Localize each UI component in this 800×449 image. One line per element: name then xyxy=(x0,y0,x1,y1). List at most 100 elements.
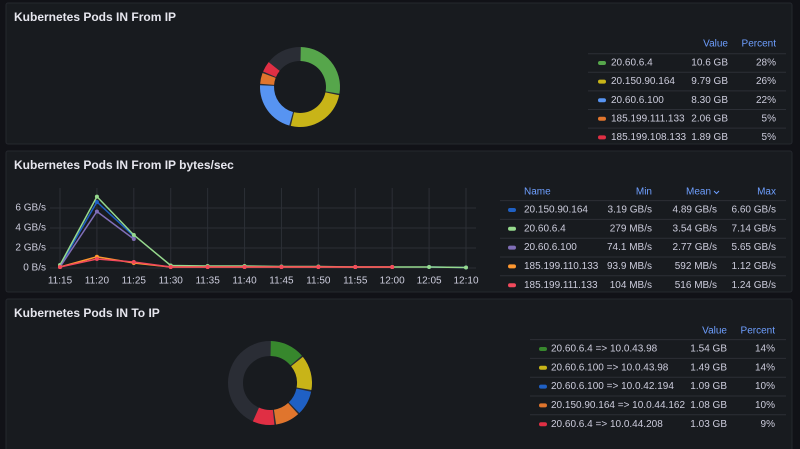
legend-max: 6.60 GB/s xyxy=(732,205,776,216)
donut-slice xyxy=(290,92,340,127)
donut-slice xyxy=(300,47,340,94)
legend-name: 20.60.6.4 xyxy=(524,223,566,234)
legend-name: 185.199.110.133 xyxy=(524,261,599,272)
legend-mean: 592 MB/s xyxy=(675,261,717,272)
data-point xyxy=(427,265,432,269)
legend-swatch xyxy=(598,116,606,121)
y-tick-label: 6 GB/s xyxy=(15,203,46,214)
data-point xyxy=(94,194,99,199)
sort-icon xyxy=(713,190,720,195)
x-tick-label: 12:05 xyxy=(417,276,442,287)
legend-header: Min xyxy=(636,187,652,198)
donut-slice xyxy=(291,356,312,391)
panel-title: Kubernetes Pods IN From IP bytes/sec xyxy=(14,158,234,172)
data-point xyxy=(168,265,173,269)
panel-content: Kubernetes Pods IN To IP Value Percent 20.6… xyxy=(14,306,786,430)
legend-swatch xyxy=(508,208,516,212)
legend-min: 104 MB/s xyxy=(610,280,652,291)
y-tick-label: 2 GB/s xyxy=(15,243,46,254)
legend-value: 1.54 GB xyxy=(690,344,727,355)
legend-max: 1.12 GB/s xyxy=(732,261,776,272)
legend-percent: 26% xyxy=(756,76,776,87)
x-tick-label: 11:15 xyxy=(48,276,73,287)
legend-name: 185.199.108.133 xyxy=(611,132,687,143)
legend-value: 2.06 GB xyxy=(691,113,728,124)
legend-name: 20.150.90.164 xyxy=(524,205,588,216)
x-tick-label: 11:25 xyxy=(122,276,147,287)
data-point xyxy=(94,200,99,204)
donut-slice xyxy=(260,85,294,126)
legend-percent: 9% xyxy=(761,419,776,430)
legend-swatch xyxy=(508,245,516,250)
legend-mean: 2.77 GB/s xyxy=(673,242,717,253)
legend-min: 93.9 MB/s xyxy=(607,261,652,272)
legend-value: 10.6 GB xyxy=(691,58,728,69)
legend-swatch xyxy=(598,79,606,84)
data-point xyxy=(58,265,62,269)
legend-name: 20.150.90.164 xyxy=(611,76,675,87)
x-tick-label: 11:20 xyxy=(85,276,110,287)
legend-swatch xyxy=(598,98,606,103)
legend-percent: 5% xyxy=(762,113,777,124)
legend-header: Percent xyxy=(741,326,776,337)
legend-percent: 28% xyxy=(756,58,776,69)
legend-name: 20.60.6.100 xyxy=(524,242,577,253)
panel-content: Kubernetes Pods IN From IP bytes/sec 0 B/… xyxy=(14,158,786,291)
legend-name: 20.60.6.4 => 10.0.43.98 xyxy=(551,344,658,355)
legend-min: 74.1 MB/s xyxy=(607,242,652,253)
legend-name: 20.60.6.100 => 10.0.43.98 xyxy=(551,362,669,373)
legend-mean: 3.54 GB/s xyxy=(673,223,717,234)
legend-name: 20.60.6.100 xyxy=(611,95,664,106)
donut-slice xyxy=(260,73,276,85)
legend-header: Value xyxy=(703,39,728,50)
legend-swatch xyxy=(539,422,547,427)
legend-percent: 10% xyxy=(755,400,775,411)
legend-value: 8.30 GB xyxy=(691,95,728,106)
legend-swatch xyxy=(508,264,516,269)
legend-mean: 4.89 GB/s xyxy=(673,205,717,216)
donut-slice xyxy=(288,388,312,414)
legend-min: 279 MB/s xyxy=(610,223,652,234)
legend-percent: 14% xyxy=(755,344,775,355)
legend-header: Percent xyxy=(742,39,777,50)
panel-title: Kubernetes Pods IN To IP xyxy=(14,306,160,320)
legend-max: 1.24 GB/s xyxy=(732,280,776,291)
legend-swatch xyxy=(539,365,547,370)
legend-percent: 5% xyxy=(762,132,777,143)
legend-swatch xyxy=(539,384,547,389)
legend-swatch xyxy=(598,61,606,65)
legend-value: 1.89 GB xyxy=(691,132,728,143)
legend-min: 3.19 GB/s xyxy=(608,205,652,216)
panel xyxy=(5,2,793,145)
data-point xyxy=(131,260,136,264)
legend-percent: 22% xyxy=(756,95,776,106)
legend-name: 20.150.90.164 => 10.0.44.162 xyxy=(551,400,685,411)
legend-value: 1.09 GB xyxy=(690,381,727,392)
panel-content: Kubernetes Pods IN From IP Value Percent 20… xyxy=(14,10,786,143)
y-tick-label: 0 B/s xyxy=(23,263,46,274)
x-tick-label: 11:30 xyxy=(159,276,184,287)
legend-swatch xyxy=(539,403,547,408)
legend-max: 7.14 GB/s xyxy=(732,223,776,234)
donut-slice xyxy=(273,403,299,425)
legend-percent: 14% xyxy=(755,362,775,373)
legend-name: 20.60.6.100 => 10.0.42.194 xyxy=(551,381,674,392)
data-point xyxy=(316,265,321,269)
legend-value: 1.08 GB xyxy=(690,400,727,411)
donut-slice xyxy=(263,62,280,77)
legend-name: 20.60.6.4 xyxy=(611,58,653,69)
panel-title: Kubernetes Pods IN From IP xyxy=(14,10,176,24)
data-point xyxy=(353,265,358,269)
x-tick-label: 12:10 xyxy=(453,276,478,287)
legend-header: Max xyxy=(757,187,776,198)
legend-percent: 10% xyxy=(755,381,775,392)
legend-value: 1.49 GB xyxy=(690,362,727,373)
data-point xyxy=(242,265,247,269)
legend-name: 185.199.111.133 xyxy=(524,280,598,291)
x-tick-label: 11:55 xyxy=(343,276,368,287)
legend-swatch xyxy=(539,347,547,351)
legend-value: 1.03 GB xyxy=(690,419,727,430)
x-tick-label: 11:35 xyxy=(195,276,220,287)
legend-name: 20.60.6.4 => 10.0.44.208 xyxy=(551,419,663,430)
